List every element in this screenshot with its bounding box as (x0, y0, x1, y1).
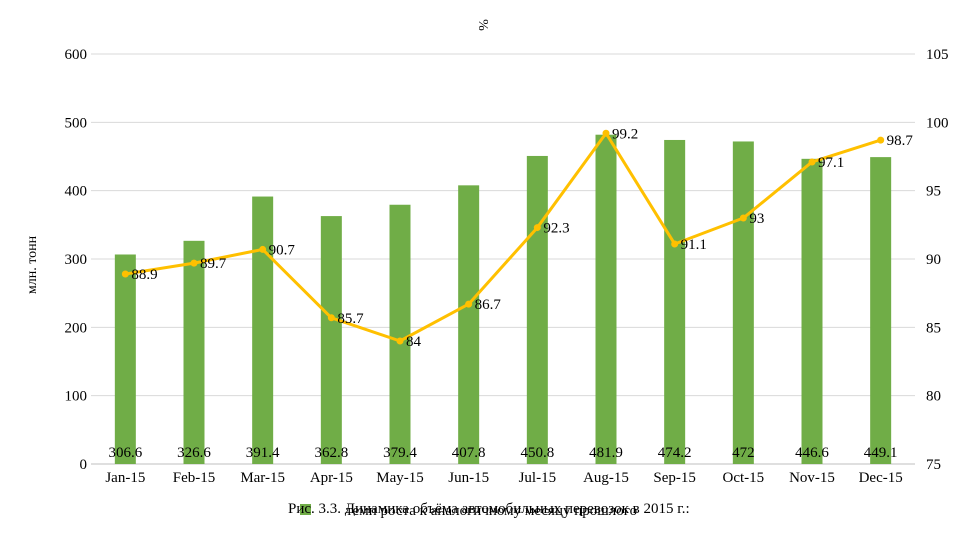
line-marker (877, 136, 885, 144)
line-data-label: 89.7 (200, 256, 227, 272)
y2-tick-label: 100 (926, 115, 949, 131)
bar (664, 139, 686, 465)
line-marker (396, 337, 404, 345)
y-axis-label: млн. тонн (25, 235, 40, 294)
bar-data-label: 326.6 (177, 445, 211, 461)
line-marker (259, 245, 267, 253)
x-tick-label: Dec-15 (859, 470, 903, 486)
x-tick-label: Nov-15 (789, 470, 835, 486)
y-tick-label: 200 (65, 320, 88, 336)
y-tick-label: 0 (80, 457, 88, 473)
y-tick-label: 100 (65, 389, 88, 405)
line-data-label: 84 (406, 334, 422, 350)
x-tick-label: Aug-15 (583, 470, 629, 486)
line-path (125, 131, 882, 343)
bar-data-label: 407.8 (452, 445, 486, 461)
bar (458, 185, 480, 464)
x-tick-label: Feb-15 (173, 470, 216, 486)
figure-caption: Рис. 3.3. Динамика объёма автомобильных … (288, 501, 690, 517)
line-marker (190, 259, 198, 267)
bar (320, 216, 342, 464)
right-axis-ticks: 75 80 85 90 95 100 105 (926, 47, 949, 473)
legend: темп роста к аналогичному месяцу прошлог… (300, 503, 637, 519)
line-data-label: 90.7 (269, 242, 296, 258)
bar-series (114, 134, 892, 465)
line-data-label: 92.3 (543, 221, 569, 237)
x-tick-label: May-15 (376, 470, 424, 486)
x-tick-label: Apr-15 (310, 470, 353, 486)
bar (252, 196, 274, 464)
y2-axis-label: % (475, 19, 490, 31)
x-tick-label: Jan-15 (105, 470, 145, 486)
line-marker (533, 224, 541, 232)
x-tick-label: Oct-15 (723, 470, 765, 486)
x-tick-label: Jun-15 (448, 470, 489, 486)
x-tick-label: Jul-15 (519, 470, 557, 486)
gridlines (91, 53, 915, 465)
y2-tick-label: 80 (926, 389, 941, 405)
line-marker (808, 158, 816, 166)
bar-data-label: 446.6 (795, 445, 829, 461)
line-marker (121, 270, 129, 278)
line-series (121, 129, 885, 345)
line-marker (465, 300, 473, 308)
y-tick-label: 600 (65, 47, 88, 63)
left-axis-ticks: 0 100 200 300 400 500 600 (65, 47, 88, 473)
bar-data-label: 449.1 (864, 445, 898, 461)
legend-bar-swatch (300, 504, 311, 515)
bar-data-labels: 306.6 326.6 391.4 362.8 379.4 407.8 450.8 481.9… (108, 445, 897, 461)
line-marker (671, 240, 679, 248)
line-data-label: 99.2 (612, 126, 638, 142)
y-tick-label: 400 (65, 184, 88, 200)
bar (389, 204, 411, 464)
y2-tick-label: 105 (926, 47, 949, 63)
line-marker (327, 314, 335, 322)
bar (183, 240, 205, 464)
bar-data-label: 450.8 (520, 445, 554, 461)
y2-tick-label: 85 (926, 320, 941, 336)
y-tick-label: 500 (65, 115, 88, 131)
bar (801, 158, 823, 464)
line-data-label: 85.7 (337, 311, 364, 327)
bar (114, 254, 136, 464)
line-data-label: 97.1 (818, 155, 844, 171)
bar (595, 134, 617, 464)
line-data-label: 93 (749, 211, 764, 227)
line-data-label: 88.9 (131, 267, 157, 283)
y2-tick-label: 75 (926, 457, 941, 473)
x-tick-label: Sep-15 (653, 470, 696, 486)
line-data-label: 98.7 (887, 133, 914, 149)
line-data-label: 91.1 (681, 237, 707, 253)
bar-data-label: 472 (732, 445, 755, 461)
x-tick-label: Mar-15 (240, 470, 285, 486)
line-marker (602, 129, 610, 137)
bar-data-label: 362.8 (314, 445, 348, 461)
bar (526, 155, 548, 464)
bar-data-label: 379.4 (383, 445, 417, 461)
bar-data-label: 391.4 (246, 445, 280, 461)
bar-data-label: 481.9 (589, 445, 623, 461)
y-tick-label: 300 (65, 252, 88, 268)
legend-line-label: темп роста к аналогичному месяцу прошлог… (346, 503, 637, 519)
bar (870, 157, 892, 465)
y2-tick-label: 90 (926, 252, 941, 268)
y2-tick-label: 95 (926, 184, 941, 200)
bar-data-label: 306.6 (108, 445, 142, 461)
bar (732, 141, 754, 464)
x-axis-ticks: Jan-15 Feb-15 Mar-15 Apr-15 May-15 Jun-15 Jul-… (105, 470, 902, 486)
line-data-labels: 88.9 89.7 90.7 85.7 84 86.7 92.3 99.2 91.1 93 97.1… (131, 126, 913, 350)
line-data-label: 86.7 (475, 297, 502, 313)
bar-data-label: 474.2 (658, 445, 692, 461)
line-marker (739, 214, 747, 222)
